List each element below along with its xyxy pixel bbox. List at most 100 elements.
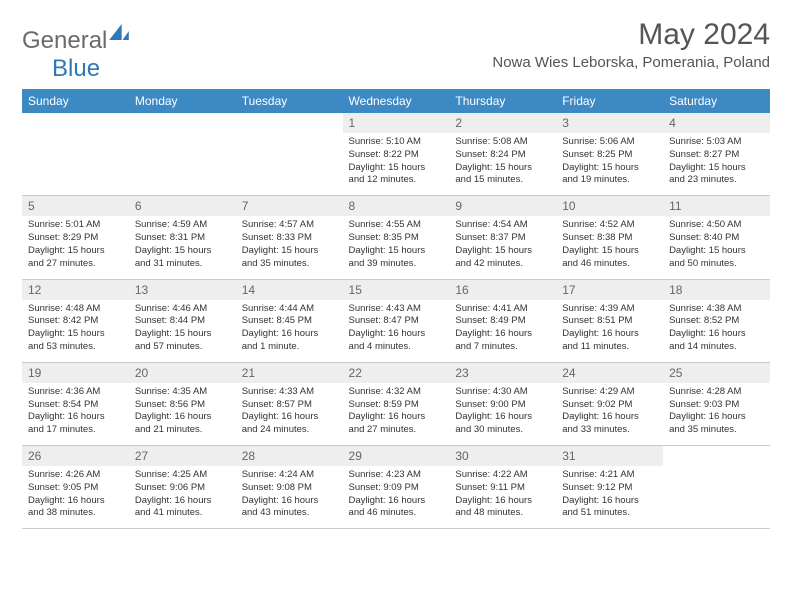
daylight-text: Daylight: 15 hours and 23 minutes.	[669, 162, 764, 188]
calendar-day-cell: 6Sunrise: 4:59 AMSunset: 8:31 PMDaylight…	[129, 196, 236, 279]
sunset-text: Sunset: 8:59 PM	[349, 399, 444, 412]
sunrise-text: Sunrise: 5:06 AM	[562, 136, 657, 149]
sunrise-text: Sunrise: 5:01 AM	[28, 219, 123, 232]
calendar-day-cell: 18Sunrise: 4:38 AMSunset: 8:52 PMDayligh…	[663, 279, 770, 362]
calendar-day-cell: .	[22, 113, 129, 196]
sunset-text: Sunset: 9:09 PM	[349, 482, 444, 495]
calendar-day-cell: 19Sunrise: 4:36 AMSunset: 8:54 PMDayligh…	[22, 362, 129, 445]
day-details: Sunrise: 4:21 AMSunset: 9:12 PMDaylight:…	[556, 466, 663, 528]
month-title: May 2024	[492, 18, 770, 52]
day-number: 2	[449, 113, 556, 133]
sunset-text: Sunset: 8:45 PM	[242, 315, 337, 328]
calendar-day-cell: 20Sunrise: 4:35 AMSunset: 8:56 PMDayligh…	[129, 362, 236, 445]
calendar-day-cell: 11Sunrise: 4:50 AMSunset: 8:40 PMDayligh…	[663, 196, 770, 279]
day-details: Sunrise: 4:44 AMSunset: 8:45 PMDaylight:…	[236, 300, 343, 362]
calendar-day-cell: 25Sunrise: 4:28 AMSunset: 9:03 PMDayligh…	[663, 362, 770, 445]
daylight-text: Daylight: 16 hours and 38 minutes.	[28, 495, 123, 521]
sunrise-text: Sunrise: 4:50 AM	[669, 219, 764, 232]
brand-text-blue: Blue	[52, 55, 100, 82]
day-details: Sunrise: 5:06 AMSunset: 8:25 PMDaylight:…	[556, 133, 663, 195]
sunrise-text: Sunrise: 4:39 AM	[562, 303, 657, 316]
daylight-text: Daylight: 16 hours and 17 minutes.	[28, 411, 123, 437]
calendar-day-cell: 4Sunrise: 5:03 AMSunset: 8:27 PMDaylight…	[663, 113, 770, 196]
weekday-header: Sunday	[22, 89, 129, 113]
weekday-header: Saturday	[663, 89, 770, 113]
page-header: GeneralBlue May 2024 Nowa Wies Leborska,…	[22, 18, 770, 83]
daylight-text: Daylight: 15 hours and 53 minutes.	[28, 328, 123, 354]
day-details: Sunrise: 5:01 AMSunset: 8:29 PMDaylight:…	[22, 216, 129, 278]
day-number: 22	[343, 363, 450, 383]
daylight-text: Daylight: 16 hours and 27 minutes.	[349, 411, 444, 437]
day-number: 25	[663, 363, 770, 383]
daylight-text: Daylight: 16 hours and 33 minutes.	[562, 411, 657, 437]
day-number: 10	[556, 196, 663, 216]
day-details: Sunrise: 5:10 AMSunset: 8:22 PMDaylight:…	[343, 133, 450, 195]
daylight-text: Daylight: 16 hours and 24 minutes.	[242, 411, 337, 437]
day-number: 1	[343, 113, 450, 133]
sunrise-text: Sunrise: 4:44 AM	[242, 303, 337, 316]
calendar-week-row: 19Sunrise: 4:36 AMSunset: 8:54 PMDayligh…	[22, 362, 770, 445]
calendar-day-cell: 23Sunrise: 4:30 AMSunset: 9:00 PMDayligh…	[449, 362, 556, 445]
day-number: 27	[129, 446, 236, 466]
daylight-text: Daylight: 15 hours and 27 minutes.	[28, 245, 123, 271]
calendar-day-cell: 2Sunrise: 5:08 AMSunset: 8:24 PMDaylight…	[449, 113, 556, 196]
sunset-text: Sunset: 8:54 PM	[28, 399, 123, 412]
day-details: Sunrise: 4:32 AMSunset: 8:59 PMDaylight:…	[343, 383, 450, 445]
day-number: 21	[236, 363, 343, 383]
sunrise-text: Sunrise: 4:38 AM	[669, 303, 764, 316]
day-number: 6	[129, 196, 236, 216]
calendar-day-cell: 31Sunrise: 4:21 AMSunset: 9:12 PMDayligh…	[556, 446, 663, 529]
sunset-text: Sunset: 8:22 PM	[349, 149, 444, 162]
weekday-header-row: Sunday Monday Tuesday Wednesday Thursday…	[22, 89, 770, 113]
calendar-day-cell: 29Sunrise: 4:23 AMSunset: 9:09 PMDayligh…	[343, 446, 450, 529]
day-details: Sunrise: 4:59 AMSunset: 8:31 PMDaylight:…	[129, 216, 236, 278]
sunrise-text: Sunrise: 4:30 AM	[455, 386, 550, 399]
calendar-day-cell: .	[129, 113, 236, 196]
sunrise-text: Sunrise: 5:08 AM	[455, 136, 550, 149]
sunrise-text: Sunrise: 5:03 AM	[669, 136, 764, 149]
brand-sail-icon	[109, 24, 129, 45]
day-number: 7	[236, 196, 343, 216]
daylight-text: Daylight: 15 hours and 50 minutes.	[669, 245, 764, 271]
calendar-day-cell: 7Sunrise: 4:57 AMSunset: 8:33 PMDaylight…	[236, 196, 343, 279]
day-number: 16	[449, 280, 556, 300]
daylight-text: Daylight: 16 hours and 7 minutes.	[455, 328, 550, 354]
day-details: Sunrise: 4:57 AMSunset: 8:33 PMDaylight:…	[236, 216, 343, 278]
day-number: 15	[343, 280, 450, 300]
sunset-text: Sunset: 8:29 PM	[28, 232, 123, 245]
sunset-text: Sunset: 8:37 PM	[455, 232, 550, 245]
calendar-day-cell: 3Sunrise: 5:06 AMSunset: 8:25 PMDaylight…	[556, 113, 663, 196]
calendar-day-cell: 16Sunrise: 4:41 AMSunset: 8:49 PMDayligh…	[449, 279, 556, 362]
day-details: Sunrise: 4:24 AMSunset: 9:08 PMDaylight:…	[236, 466, 343, 528]
calendar-day-cell: 15Sunrise: 4:43 AMSunset: 8:47 PMDayligh…	[343, 279, 450, 362]
day-number: 18	[663, 280, 770, 300]
day-details: Sunrise: 4:23 AMSunset: 9:09 PMDaylight:…	[343, 466, 450, 528]
daylight-text: Daylight: 16 hours and 48 minutes.	[455, 495, 550, 521]
sunset-text: Sunset: 8:31 PM	[135, 232, 230, 245]
daylight-text: Daylight: 16 hours and 21 minutes.	[135, 411, 230, 437]
sunrise-text: Sunrise: 5:10 AM	[349, 136, 444, 149]
daylight-text: Daylight: 16 hours and 41 minutes.	[135, 495, 230, 521]
brand-logo: GeneralBlue	[22, 24, 129, 83]
daylight-text: Daylight: 16 hours and 46 minutes.	[349, 495, 444, 521]
day-number: 3	[556, 113, 663, 133]
sunrise-text: Sunrise: 4:59 AM	[135, 219, 230, 232]
daylight-text: Daylight: 16 hours and 30 minutes.	[455, 411, 550, 437]
sunrise-text: Sunrise: 4:21 AM	[562, 469, 657, 482]
sunrise-text: Sunrise: 4:41 AM	[455, 303, 550, 316]
day-details: Sunrise: 4:26 AMSunset: 9:05 PMDaylight:…	[22, 466, 129, 528]
day-details: Sunrise: 4:39 AMSunset: 8:51 PMDaylight:…	[556, 300, 663, 362]
daylight-text: Daylight: 15 hours and 46 minutes.	[562, 245, 657, 271]
location-text: Nowa Wies Leborska, Pomerania, Poland	[492, 54, 770, 71]
daylight-text: Daylight: 16 hours and 43 minutes.	[242, 495, 337, 521]
calendar-day-cell: .	[236, 113, 343, 196]
day-number: 28	[236, 446, 343, 466]
sunrise-text: Sunrise: 4:52 AM	[562, 219, 657, 232]
calendar-table: Sunday Monday Tuesday Wednesday Thursday…	[22, 89, 770, 529]
day-details: Sunrise: 5:03 AMSunset: 8:27 PMDaylight:…	[663, 133, 770, 195]
calendar-day-cell: 10Sunrise: 4:52 AMSunset: 8:38 PMDayligh…	[556, 196, 663, 279]
sunrise-text: Sunrise: 4:32 AM	[349, 386, 444, 399]
daylight-text: Daylight: 15 hours and 57 minutes.	[135, 328, 230, 354]
daylight-text: Daylight: 16 hours and 11 minutes.	[562, 328, 657, 354]
sunset-text: Sunset: 8:56 PM	[135, 399, 230, 412]
